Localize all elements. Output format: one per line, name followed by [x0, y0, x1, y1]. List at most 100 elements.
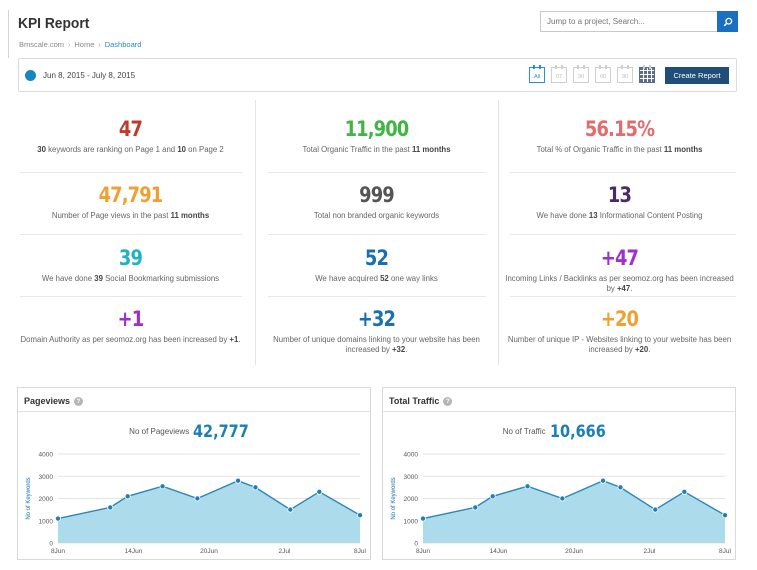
kpi-content-postings: 13 We have done 13 Informational Content …: [502, 183, 737, 221]
kpi-backlinks: +47 Incoming Links / Backlinks as per seo…: [502, 246, 737, 294]
series-line: [57, 479, 361, 520]
kpi-description: Total Organic Traffic in the past 11 mon…: [259, 145, 494, 155]
kpi-text: Informational Content Posting: [597, 211, 703, 220]
kpi-highlight: 11 months: [170, 211, 210, 220]
stat-label: No of Pageviews: [129, 427, 190, 436]
kpi-text: We have done: [536, 211, 589, 220]
kpi-highlight: 30: [37, 145, 46, 154]
panel-stat: No of Traffic 10,666: [383, 422, 735, 442]
kpi-text: on Page 2: [186, 145, 224, 154]
kpi-description: Number of unique domains linking to your…: [259, 335, 494, 355]
kpi-description: Number of unique IP - Websites linking t…: [502, 335, 737, 355]
data-point: [356, 512, 363, 519]
row-divider: [510, 296, 736, 297]
kpi-value: 47: [118, 117, 143, 141]
data-point: [489, 493, 496, 500]
calendar-90-icon[interactable]: 90: [617, 65, 633, 83]
panel-title-text: Pageviews: [24, 396, 71, 406]
breadcrumb-home[interactable]: Home: [74, 40, 95, 49]
breadcrumb-site[interactable]: Bmscale.com: [19, 40, 65, 49]
row-divider: [20, 296, 242, 297]
area-fill: [58, 480, 360, 543]
row-divider: [268, 296, 486, 297]
panel-header: Total Traffic?: [383, 388, 735, 412]
kpi-description: Number of Page views in the past 11 mont…: [13, 211, 248, 221]
y-tick-label: 3000: [404, 474, 419, 481]
kpi-text: Domain Authority as per seomoz.org has b…: [20, 335, 230, 344]
kpi-highlight: 11 months: [411, 145, 451, 154]
y-tick-label: 3000: [39, 474, 54, 481]
kpi-highlight: 52: [380, 274, 389, 283]
x-tick-label: 20Jun: [565, 548, 583, 555]
kpi-value: +1: [117, 307, 145, 331]
data-point: [617, 484, 624, 491]
data-point: [472, 504, 479, 511]
kpi-organic-traffic-percent: 56.15% Total % of Organic Traffic in the …: [502, 117, 737, 155]
kpi-description: Domain Authority as per seomoz.org has b…: [13, 335, 248, 345]
kpi-value: 13: [607, 183, 632, 207]
kpi-text: keywords are ranking on Page 1 and: [45, 145, 178, 154]
kpi-value: +32: [357, 307, 396, 331]
breadcrumb-dashboard[interactable]: Dashboard: [104, 40, 142, 49]
kpi-highlight: 39: [94, 274, 103, 283]
kpi-keywords-ranking: 47 30 keywords are ranking on Page 1 and …: [13, 117, 248, 155]
kpi-highlight: 13: [588, 211, 598, 220]
row-divider: [20, 172, 242, 173]
y-tick-label: 2000: [39, 496, 54, 503]
data-point: [124, 493, 131, 500]
kpi-description: 30 keywords are ranking on Page 1 and 10…: [13, 145, 248, 155]
kpi-value: 52: [364, 246, 389, 270]
data-point: [252, 484, 259, 491]
title-divider: [8, 10, 9, 58]
panel-title-text: Total Traffic: [389, 396, 440, 406]
y-tick-label: 0: [414, 541, 418, 548]
kpi-highlight: +1: [229, 335, 239, 344]
calendar-custom-icon[interactable]: [639, 65, 655, 83]
kpi-text: Social Bookmarking submissions: [102, 274, 220, 283]
kpi-text: Number of unique IP - Websites linking t…: [507, 335, 732, 354]
search-button[interactable]: [717, 11, 738, 32]
x-tick-label: 2Jul: [644, 548, 656, 555]
kpi-text: Number of unique domains linking to your…: [273, 335, 480, 354]
kpi-text: one way links: [388, 274, 438, 283]
row-divider: [20, 234, 242, 235]
data-point: [420, 515, 427, 522]
kpi-description: Total non branded organic keywords: [259, 211, 494, 221]
row-divider: [510, 172, 736, 173]
kpi-value: 999: [359, 183, 395, 207]
stat-label: No of Traffic: [502, 427, 546, 436]
create-report-button[interactable]: Create Report: [665, 67, 729, 84]
kpi-unique-ip: +20 Number of unique IP - Websites linkin…: [502, 307, 737, 355]
kpi-value: 39: [118, 246, 143, 270]
kpi-highlight: 10: [177, 145, 186, 154]
calendar-30-icon[interactable]: 30: [573, 65, 589, 83]
calendar-60-icon[interactable]: 60: [595, 65, 611, 83]
search-box[interactable]: [540, 11, 738, 32]
kpi-text: .: [630, 284, 633, 293]
help-icon[interactable]: ?: [74, 397, 84, 406]
y-axis-label: No of Keywords: [26, 477, 32, 519]
kpi-text: We have acquired: [315, 274, 381, 283]
search-icon: [723, 17, 732, 26]
data-point: [559, 495, 566, 502]
date-range-bar: Jun 8, 2015 - July 8, 2015 All 07 30 60 …: [18, 58, 737, 92]
stat-value: 42,777: [193, 422, 249, 442]
kpi-highlight: +20: [634, 345, 649, 354]
stat-value: 10,666: [549, 422, 606, 442]
help-icon[interactable]: ?: [443, 397, 453, 406]
search-input[interactable]: [541, 12, 717, 31]
calendar-7-icon[interactable]: 07: [551, 65, 567, 83]
data-point: [159, 483, 166, 490]
date-range[interactable]: Jun 8, 2015 - July 8, 2015: [43, 71, 136, 80]
kpi-text: .: [238, 335, 241, 344]
panel-header: Pageviews?: [18, 388, 370, 412]
y-tick-label: 1000: [39, 518, 54, 525]
chevron-right-icon: ›: [68, 42, 71, 49]
kpi-value: +20: [600, 307, 639, 331]
kpi-text: .: [405, 345, 408, 354]
kpi-non-branded-keywords: 999 Total non branded organic keywords: [259, 183, 494, 221]
kpi-description: Incoming Links / Backlinks as per seomoz…: [502, 274, 737, 294]
calendar-all-icon[interactable]: All: [529, 65, 545, 83]
kpi-bookmarking: 39 We have done 39 Social Bookmarking sub…: [13, 246, 248, 284]
x-tick-label: 8Jun: [51, 548, 65, 555]
